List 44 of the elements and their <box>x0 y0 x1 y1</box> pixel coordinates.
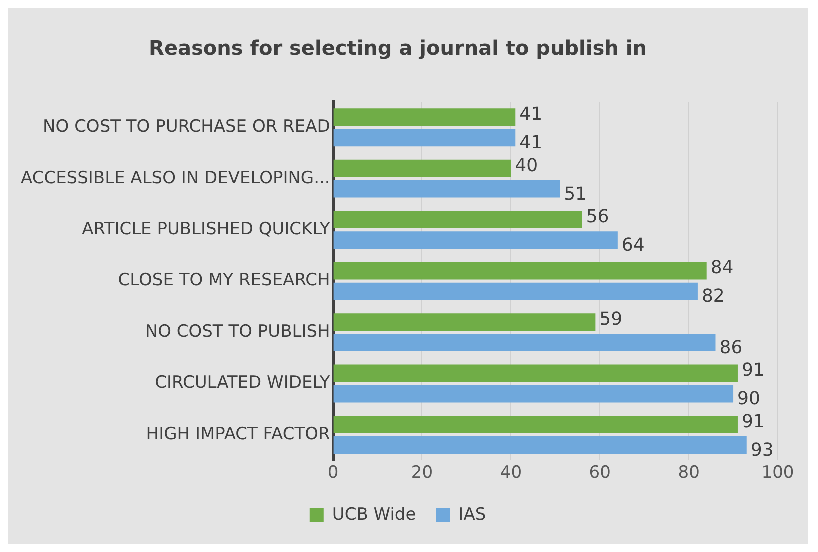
data-label: 40 <box>515 155 538 176</box>
bar <box>334 436 747 454</box>
bar <box>334 211 582 229</box>
y-tick-label: CLOSE TO MY RESEARCH <box>118 270 330 291</box>
data-label: 86 <box>720 337 743 358</box>
bar <box>334 334 716 352</box>
bar <box>334 385 734 403</box>
bar <box>334 160 512 178</box>
data-label: 90 <box>738 388 760 410</box>
data-label: 84 <box>710 258 734 279</box>
data-label: 56 <box>586 206 610 228</box>
bar <box>334 232 618 250</box>
chart-title: Reasons for selecting a journal to publish in <box>149 36 647 60</box>
data-label: 82 <box>702 286 725 308</box>
legend-label: UCB Wide <box>332 504 416 525</box>
legend-label: IAS <box>458 504 486 525</box>
bar <box>334 262 707 280</box>
y-tick-label: HIGH IMPACT FACTOR <box>146 424 330 444</box>
bar <box>334 416 738 434</box>
data-label: 41 <box>520 132 543 154</box>
bar <box>334 282 698 300</box>
x-tick-label: 40 <box>500 463 522 484</box>
data-label: 59 <box>600 308 623 330</box>
y-tick-label: CIRCULATED WIDELY <box>155 373 331 394</box>
data-label: 51 <box>564 184 588 205</box>
x-tick-label: 80 <box>678 463 700 484</box>
bar <box>334 108 516 126</box>
x-tick-label: 0 <box>328 463 339 484</box>
bar <box>334 314 596 331</box>
data-label: 41 <box>520 104 543 126</box>
data-label: 91 <box>742 411 765 432</box>
y-tick-label: ARTICLE PUBLISHED QUICKLY <box>82 219 331 240</box>
y-tick-label: ACCESSIBLE ALSO IN DEVELOPING... <box>21 168 330 188</box>
x-tick-label: 20 <box>411 463 434 484</box>
bar <box>334 129 516 147</box>
x-tick-label: 100 <box>762 463 794 484</box>
data-label: 64 <box>622 234 645 256</box>
x-tick-label: 60 <box>589 463 611 484</box>
data-label: 91 <box>742 360 765 382</box>
y-tick-label: NO COST TO PURCHASE OR READ <box>43 117 330 138</box>
y-tick-label: NO COST TO PUBLISH <box>145 322 330 342</box>
bar <box>334 364 738 382</box>
data-label: 93 <box>750 440 774 461</box>
bar <box>334 180 560 198</box>
